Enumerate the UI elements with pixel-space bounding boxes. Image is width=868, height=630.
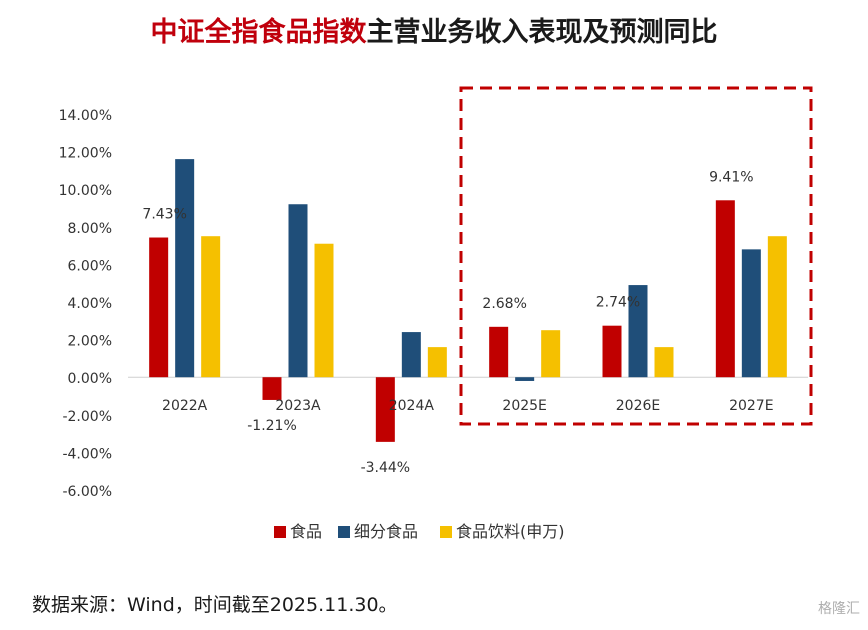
bar-食品-2022A <box>149 237 169 378</box>
bar-细分食品-2023A <box>288 204 308 378</box>
bar-食品饮料(申万)-2023A <box>314 243 334 378</box>
bar-食品饮料(申万)-2022A <box>201 236 221 378</box>
data-label: 2.68% <box>482 296 526 312</box>
legend-label: 食品饮料(申万) <box>456 522 565 541</box>
y-tick-label: -2.00% <box>62 409 112 425</box>
bar-细分食品-2024A <box>401 332 421 378</box>
x-category-label: 2022A <box>162 398 208 414</box>
chart-title-rest: 主营业务收入表现及预测同比 <box>366 17 718 48</box>
bar-食品饮料(申万)-2025E <box>541 330 561 378</box>
y-tick-label: 2.00% <box>68 334 112 350</box>
legend-swatch <box>274 526 286 538</box>
data-label: 7.43% <box>142 207 186 223</box>
y-tick-label: 10.00% <box>59 183 112 199</box>
x-category-label: 2027E <box>729 398 773 414</box>
bar-食品-2025E <box>489 326 509 378</box>
y-tick-label: -6.00% <box>62 484 112 500</box>
legend-label: 细分食品 <box>354 522 418 541</box>
data-label: 2.74% <box>596 295 640 311</box>
legend-label: 食品 <box>290 522 322 541</box>
legend-swatch <box>440 526 452 538</box>
bar-食品饮料(申万)-2027E <box>767 236 787 378</box>
x-category-label: 2025E <box>502 398 546 414</box>
watermark: 格隆汇 <box>818 601 860 617</box>
bar-细分食品-2022A <box>175 159 195 378</box>
bar-食品-2026E <box>602 325 622 378</box>
bar-食品饮料(申万)-2024A <box>427 347 447 378</box>
x-category-label: 2024A <box>389 398 435 414</box>
data-source-note: 数据来源：Wind，时间截至2025.11.30。 <box>32 594 398 616</box>
y-tick-label: 8.00% <box>68 221 112 237</box>
bar-食品-2027E <box>715 200 735 378</box>
bar-细分食品-2025E <box>515 377 535 381</box>
legend-swatch <box>338 526 350 538</box>
y-tick-label: 4.00% <box>68 296 112 312</box>
y-tick-label: 6.00% <box>68 258 112 274</box>
forecast-highlight-box <box>459 86 813 426</box>
bar-细分食品-2026E <box>628 285 648 378</box>
data-label: -3.44% <box>361 460 411 476</box>
bar-食品饮料(申万)-2026E <box>654 347 674 378</box>
chart-title: 中证全指食品指数主营业务收入表现及预测同比 <box>0 10 868 49</box>
bar-食品-2023A <box>262 377 282 400</box>
y-tick-label: 14.00% <box>59 108 112 124</box>
y-tick-label: -4.00% <box>62 446 112 462</box>
bar-食品-2024A <box>375 377 395 442</box>
data-label: 9.41% <box>709 169 753 185</box>
y-tick-label: 0.00% <box>68 371 112 387</box>
x-category-label: 2023A <box>275 398 321 414</box>
data-label: -1.21% <box>247 418 297 434</box>
bar-细分食品-2027E <box>741 249 761 378</box>
x-category-label: 2026E <box>616 398 660 414</box>
y-tick-label: 12.00% <box>59 146 112 162</box>
chart-title-accent: 中证全指食品指数 <box>150 17 367 48</box>
